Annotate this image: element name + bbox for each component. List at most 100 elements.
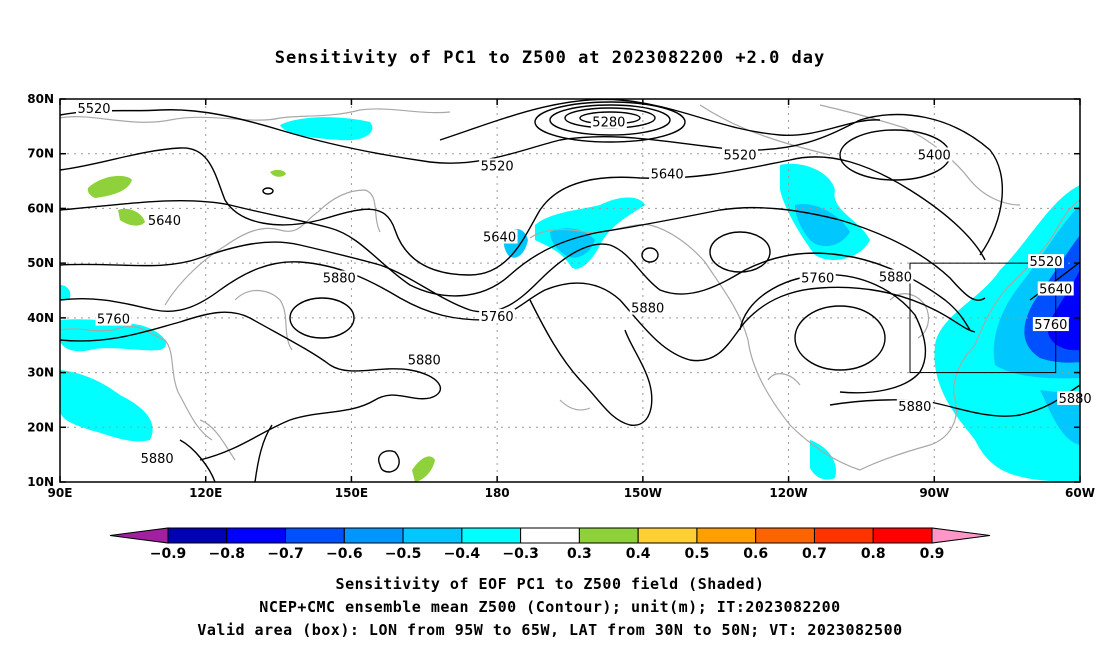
lon-label: 90W (919, 486, 949, 500)
contour-label-bg (799, 270, 836, 285)
contour-label-bg (1032, 317, 1069, 332)
contour-label-bg (722, 147, 758, 162)
lon-label: 60W (1065, 486, 1095, 500)
contour-label-bg (649, 166, 686, 181)
lon-label: 90E (48, 486, 73, 500)
colorbar-label: 0.4 (626, 546, 651, 562)
contour-label: 5520 (723, 148, 756, 163)
contour-label: 5880 (631, 302, 664, 317)
lat-label: 10N (27, 475, 54, 489)
shade-west-edge (60, 285, 71, 301)
colorbar-label: −0.9 (150, 546, 187, 562)
contour-label-bg (139, 451, 176, 466)
colorbar-label: 0.5 (685, 546, 710, 562)
sensitivity-shading (60, 117, 1080, 482)
contour-label-bg (1037, 281, 1074, 296)
shade-hudson-mid (795, 204, 850, 247)
lon-label: 180 (485, 486, 510, 500)
lat-label: 40N (27, 311, 54, 325)
lat-label: 50N (27, 256, 54, 270)
colorbar-swatch (402, 527, 463, 544)
shade-gulf-mexico (810, 440, 836, 480)
contour-label-bg (95, 311, 132, 326)
contour-label-bg (877, 269, 914, 284)
shade-green-pacific (412, 456, 435, 482)
shade-west-pacific (60, 319, 167, 352)
shade-green-asia (87, 175, 132, 198)
caption-contour: NCEP+CMC ensemble mean Z500 (Contour); u… (259, 598, 841, 616)
lon-label: 150E (335, 486, 368, 500)
contour-label: 5520 (77, 102, 110, 117)
lat-label: 20N (27, 420, 54, 434)
latitude-labels: 80N 70N 60N 50N 40N 30N 20N 10N (27, 92, 54, 489)
contour-label: 5880 (898, 400, 931, 415)
contour-label: 5760 (97, 313, 130, 328)
colorbar-label: −0.6 (326, 546, 363, 562)
colorbar-label: −0.5 (385, 546, 422, 562)
contour-label-bg (321, 270, 358, 285)
contour-label: 5280 (592, 116, 625, 131)
colorbar-label: −0.7 (267, 546, 304, 562)
colorbar-arrow-left (109, 527, 169, 544)
colorbar-label: −0.3 (502, 546, 539, 562)
shade-green-small (270, 169, 286, 177)
lat-label: 30N (27, 366, 54, 380)
colorbar: −0.9 −0.8 −0.7 −0.6 −0.5 −0.4 −0.3 0.3 0.4 0.5 0.6… (109, 527, 991, 562)
shade-green-asia-2 (118, 208, 145, 226)
contour-label: 5520 (1029, 255, 1062, 270)
contour-label-bg (76, 100, 112, 115)
contour-label-bg (479, 308, 516, 323)
colorbar-label: 0.7 (802, 546, 827, 562)
coastlines (60, 104, 1080, 471)
colorbar-arrow-right (931, 527, 991, 544)
colorbar-label: −0.8 (209, 546, 246, 562)
colorbar-swatch (696, 527, 757, 544)
longitude-labels: 90E 120E 150E 180 150W 120W 90W 60W (48, 486, 1095, 500)
colorbar-swatch (285, 527, 345, 544)
contour-label: 5520 (481, 159, 514, 174)
colorbar-swatch (461, 527, 522, 544)
contour-label: 5880 (879, 270, 912, 285)
colorbar-label: 0.6 (743, 546, 768, 562)
chart-title: Sensitivity of PC1 to Z500 at 2023082200… (274, 48, 826, 68)
colorbar-swatch (520, 527, 580, 544)
colorbar-label: −0.4 (444, 546, 481, 562)
contour-label-bg (1028, 254, 1064, 269)
colorbar-label: 0.9 (920, 546, 945, 562)
colorbar-label: 0.3 (567, 546, 592, 562)
contour-label-bg (481, 229, 518, 244)
contour-label: 5760 (1034, 318, 1067, 333)
contour-label: 5880 (408, 354, 441, 369)
contour-label-bg (629, 300, 666, 315)
colorbar-label: 0.8 (861, 546, 886, 562)
lat-label: 80N (27, 92, 54, 106)
contour-label: 5880 (323, 272, 356, 287)
contour-label: 5640 (1039, 283, 1072, 298)
lat-label: 70N (27, 147, 54, 161)
shade-west-pacific-low (60, 370, 153, 442)
caption-valid-area: Valid area (box): LON from 95W to 65W, L… (197, 621, 903, 639)
contour-label-bg (916, 147, 953, 162)
contour-label: 5400 (918, 148, 951, 163)
contour-labels: 5520 5280 5520 5520 5400 5640 5640 5880 5640 5760… (76, 100, 1094, 467)
shade-siberia-north (280, 117, 373, 141)
colorbar-swatch (343, 527, 404, 544)
colorbar-swatch (755, 527, 815, 544)
contour-label-bg (1057, 390, 1094, 405)
colorbar-swatch (578, 527, 639, 544)
z500-contours (60, 99, 1080, 482)
axis-ticks (59, 98, 1081, 483)
contour-label: 5760 (801, 272, 834, 287)
contour-label-bg (590, 114, 627, 129)
lon-label: 120E (189, 486, 222, 500)
lon-label: 120W (769, 486, 807, 500)
map-frame (59, 98, 1081, 483)
colorbar-swatch (872, 527, 933, 544)
contour-label: 5880 (141, 452, 174, 467)
contour-label-bg (406, 352, 443, 367)
lat-label: 60N (27, 201, 54, 215)
contour-label-bg (479, 158, 516, 173)
colorbar-swatch (637, 527, 698, 544)
colorbar-swatch (813, 527, 874, 544)
